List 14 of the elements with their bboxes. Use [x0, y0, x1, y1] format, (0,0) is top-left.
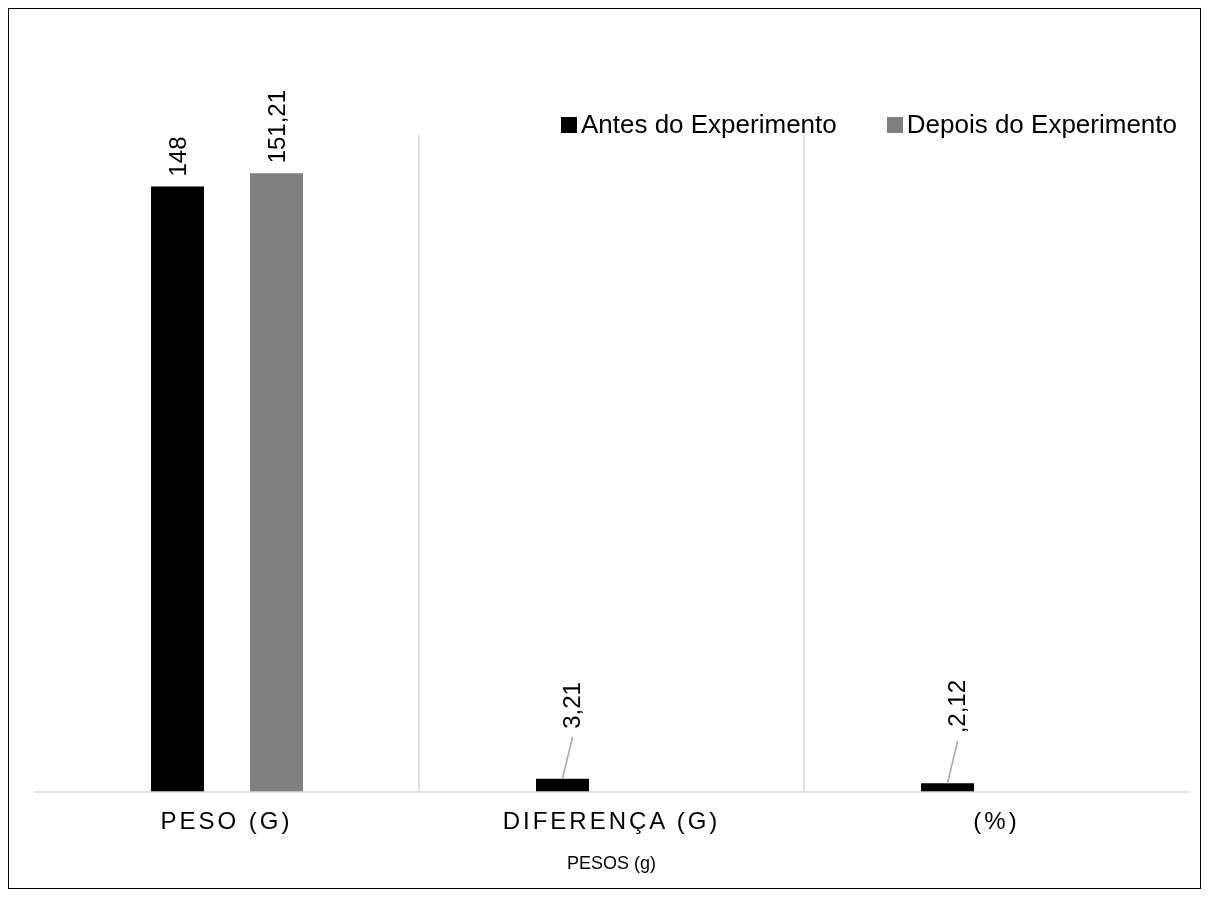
x-tick-label: DIFERENÇA (G) [502, 807, 721, 835]
x-tick-label: (%) [973, 807, 1020, 835]
data-label: 151,21 [263, 89, 291, 164]
data-label: 148 [164, 136, 192, 177]
legend-label: Antes do Experimento [579, 109, 837, 140]
bar [536, 778, 589, 792]
bar [921, 783, 974, 792]
data-label: ,2,12 [943, 679, 971, 734]
x-tick-label: PESO (G) [160, 807, 293, 835]
bar [151, 186, 204, 792]
x-axis-title: PESOS (g) [566, 853, 657, 873]
legend-label: Depois do Experimento [905, 109, 1177, 140]
data-label: 3,21 [558, 682, 586, 729]
bar [250, 173, 303, 792]
